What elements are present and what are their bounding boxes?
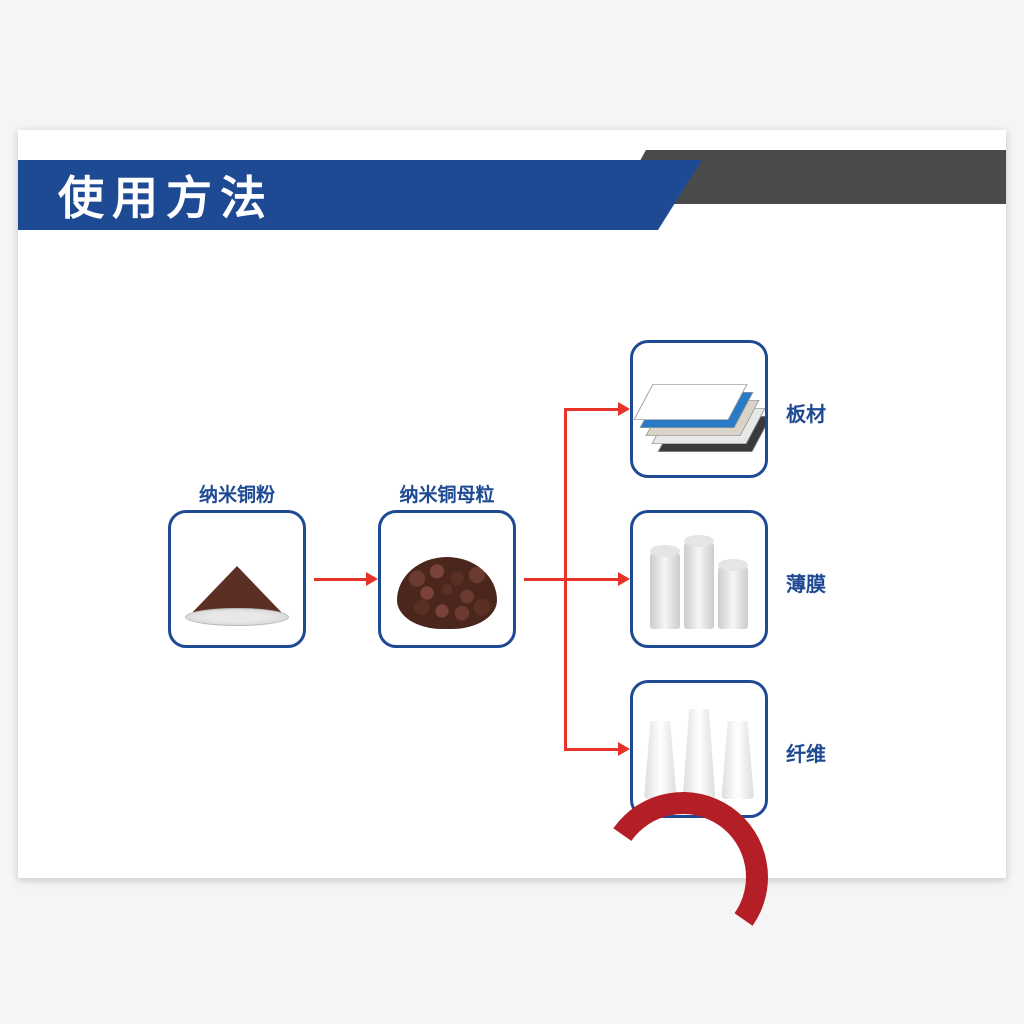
flowchart: 纳米铜粉 纳米铜母粒 <box>18 300 1006 840</box>
node-sheet <box>630 340 768 478</box>
arrow-pellets-sheet-v <box>564 409 567 579</box>
arrow-powder-pellets <box>314 578 366 581</box>
rolls-icon <box>644 529 754 629</box>
node-label-film: 薄膜 <box>786 568 826 597</box>
node-label-sheet: 板材 <box>786 398 826 427</box>
slide: 使用方法 纳米铜粉 纳米铜母粒 <box>18 130 1006 878</box>
node-label-powder: 纳米铜粉 <box>168 480 306 507</box>
sheets-icon <box>639 354 759 464</box>
header-blue-bar: 使用方法 <box>18 160 658 230</box>
arrow-pellets-film <box>524 578 618 581</box>
cones-icon <box>644 699 754 799</box>
powder-icon <box>182 561 292 626</box>
arrow-pellets-sheet-h <box>564 408 618 411</box>
pellets-icon <box>392 549 502 629</box>
node-label-fiber: 纤维 <box>786 738 826 767</box>
arrow-pellets-fiber-h <box>564 748 618 751</box>
node-label-pellets: 纳米铜母粒 <box>378 480 516 507</box>
node-powder <box>168 510 306 648</box>
arrow-pellets-fiber-v <box>564 579 567 749</box>
node-pellets <box>378 510 516 648</box>
slide-title: 使用方法 <box>58 162 274 228</box>
node-film <box>630 510 768 648</box>
